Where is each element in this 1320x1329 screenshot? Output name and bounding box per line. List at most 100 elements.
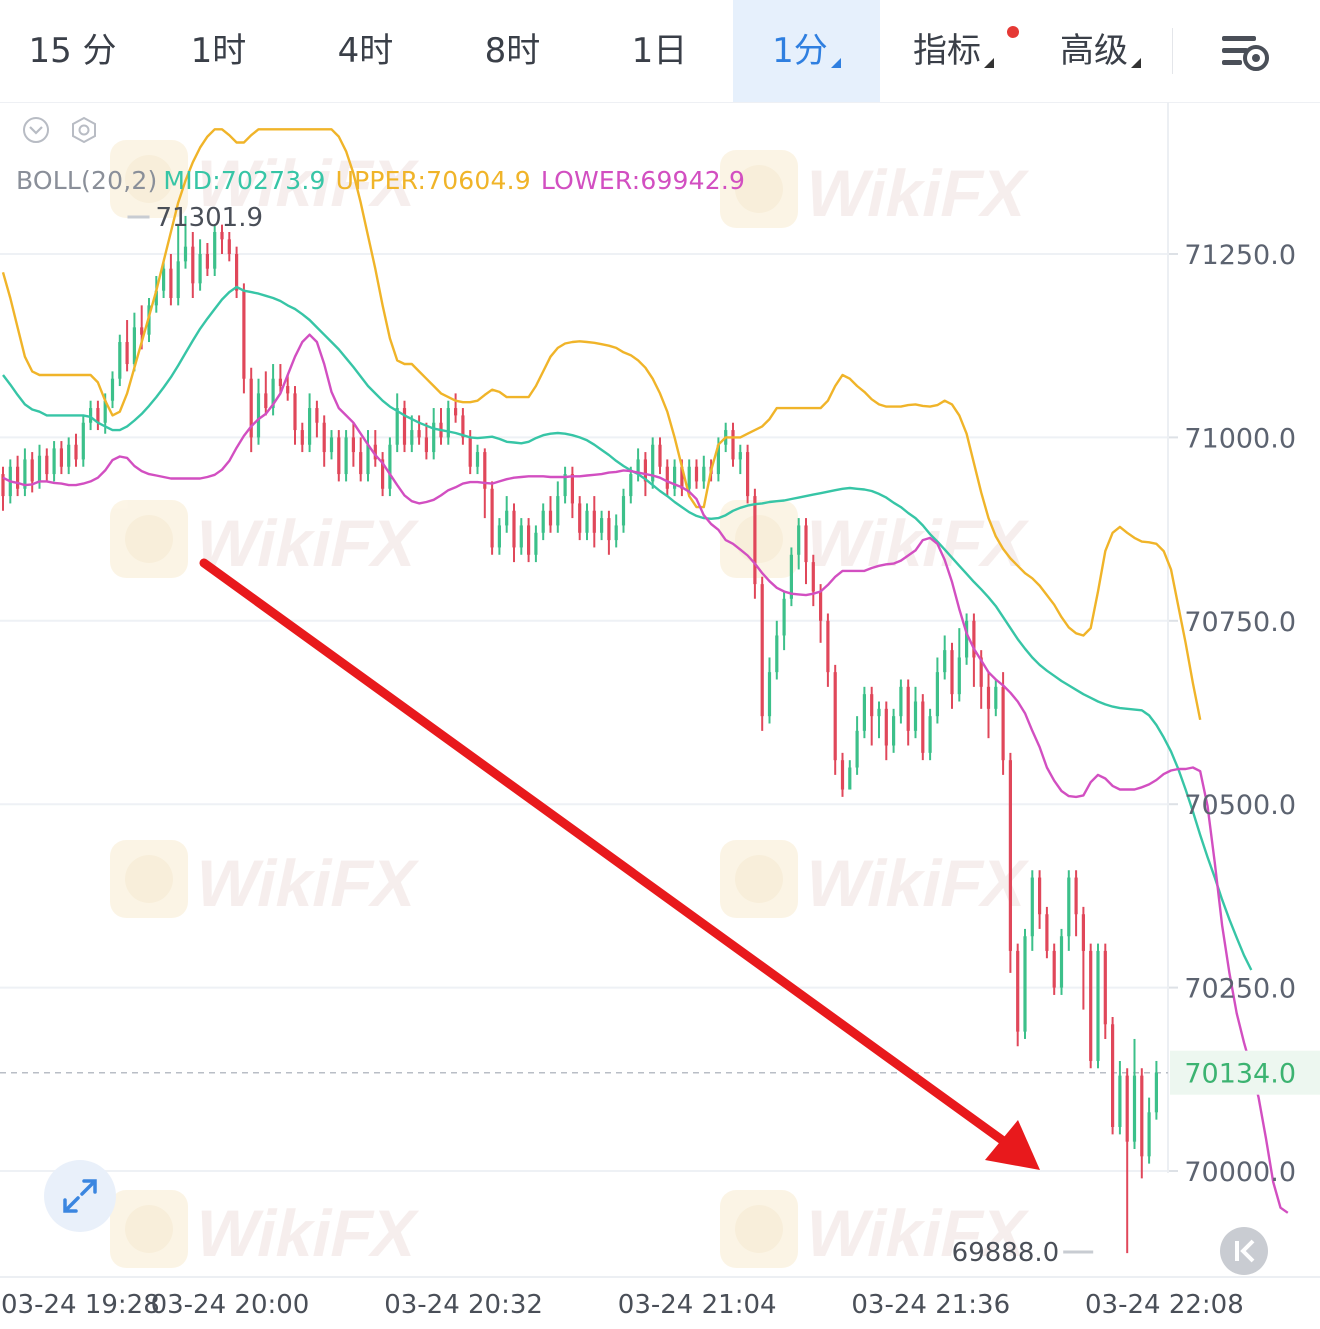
watermark-logo: WikiFX	[720, 1190, 1034, 1271]
candle-body	[23, 459, 27, 489]
candle-body	[52, 448, 56, 475]
candle-body	[607, 518, 611, 541]
candle-body	[935, 672, 939, 717]
candle-body	[840, 760, 845, 790]
tab-indicators[interactable]: 指标	[880, 0, 1027, 102]
toolbar-divider	[1172, 28, 1173, 74]
candle-body	[249, 378, 253, 438]
candle-body	[848, 767, 852, 790]
candle-body	[1052, 950, 1056, 988]
candle-body	[687, 466, 691, 489]
candle-body	[16, 466, 20, 489]
candle-body	[643, 459, 647, 482]
candle-body	[1132, 1075, 1137, 1142]
candle-body	[351, 437, 355, 453]
candle-body	[833, 672, 837, 761]
candle-body	[220, 231, 224, 240]
x-tick-label: 03-24 21:36	[851, 1290, 1010, 1320]
candle-body	[89, 408, 93, 423]
candle-body	[37, 455, 42, 482]
candle-body	[906, 686, 910, 731]
current-price-label: 70134.0	[1184, 1059, 1296, 1090]
tab-advanced[interactable]: 高级	[1027, 0, 1174, 102]
candle-body	[614, 525, 618, 541]
y-tick-label: 70000.0	[1184, 1157, 1296, 1188]
tab-1h[interactable]: 1时	[145, 0, 292, 102]
candle-body	[1074, 877, 1078, 915]
tab-8h[interactable]: 8时	[439, 0, 586, 102]
scroll-to-latest-icon	[1235, 1239, 1255, 1263]
candle-body	[446, 408, 450, 438]
candle-body	[884, 708, 888, 746]
boll-upper-line	[1, 128, 1202, 721]
watermark-logo: WikiFX	[110, 840, 424, 921]
candle-body	[877, 708, 881, 717]
candle-body	[162, 268, 166, 291]
candle-body	[1008, 760, 1012, 951]
candle-body	[373, 444, 377, 460]
candle-body	[621, 496, 626, 526]
scroll-to-latest-button[interactable]	[1220, 1227, 1268, 1275]
candle-body	[972, 620, 976, 658]
watermark-logo: WikiFX	[110, 500, 424, 581]
candle-body	[256, 393, 261, 438]
candle-body	[563, 474, 567, 497]
tab-label: 1分	[772, 31, 828, 71]
watermark-text: WikiFX	[189, 1198, 424, 1271]
candle-body	[782, 598, 786, 636]
tab-1d[interactable]: 1日	[586, 0, 733, 102]
candle-body	[1154, 1072, 1158, 1113]
candle-body	[702, 466, 706, 482]
candle-body	[1089, 950, 1093, 1061]
tab-4h[interactable]: 4时	[292, 0, 439, 102]
expand-chart-button[interactable]	[44, 1160, 116, 1232]
tab-15m[interactable]: 15 分	[0, 0, 145, 102]
candle-body	[512, 510, 516, 548]
candle-body	[308, 408, 312, 445]
candle-body	[1001, 686, 1005, 761]
candle-body	[1038, 877, 1042, 915]
candle-body	[548, 510, 553, 526]
y-tick-label: 71000.0	[1184, 423, 1296, 454]
candle-body	[556, 496, 560, 526]
high-marker-label: 71301.9	[156, 203, 264, 233]
candle-body	[198, 254, 202, 284]
tab-1m[interactable]: 1分	[733, 0, 880, 102]
candle-body	[994, 686, 998, 709]
chart-settings-icon[interactable]	[1218, 30, 1270, 74]
chevron-down-circle-icon[interactable]	[22, 116, 50, 144]
candle-body	[110, 378, 115, 401]
y-tick-label: 70500.0	[1184, 790, 1296, 821]
candle-body	[519, 525, 523, 548]
candlestick-chart[interactable]: WikiFX WikiFX WikiFX WikiFX WikiFX WikiFX Wiki…	[0, 102, 1320, 1329]
hexagon-gear-icon[interactable]	[70, 116, 98, 144]
candle-body	[59, 448, 63, 467]
candle-body	[1103, 950, 1107, 1025]
candle-body	[227, 239, 231, 254]
y-tick-label: 71250.0	[1184, 240, 1296, 271]
candle-body	[738, 452, 742, 460]
candle-body	[381, 459, 385, 489]
candle-body	[278, 378, 282, 387]
boll-name: BOLL(20,2)	[16, 166, 158, 195]
candle-body	[965, 620, 969, 658]
candle-body	[483, 452, 487, 489]
candle-body	[30, 459, 34, 482]
notification-dot	[1007, 26, 1019, 38]
boll-legend: BOLL(20,2) MID:70273.9 UPPER:70604.9 LOWER:…	[16, 166, 745, 195]
candle-body	[921, 701, 925, 753]
candle-body	[359, 452, 363, 475]
candle-body	[592, 510, 596, 533]
watermark-logo: WikiFX	[110, 140, 424, 221]
candle-body	[432, 422, 436, 453]
candle-body	[1111, 1024, 1115, 1127]
candle-body	[760, 584, 764, 717]
candle-body	[899, 686, 903, 717]
candle-body	[169, 268, 173, 299]
watermark-logo: WikiFX	[720, 150, 1034, 231]
candle-body	[454, 408, 458, 416]
watermark-logo: WikiFX	[720, 840, 1034, 921]
candle-body	[789, 554, 793, 599]
candle-body	[322, 422, 326, 453]
candle-body	[366, 444, 370, 475]
